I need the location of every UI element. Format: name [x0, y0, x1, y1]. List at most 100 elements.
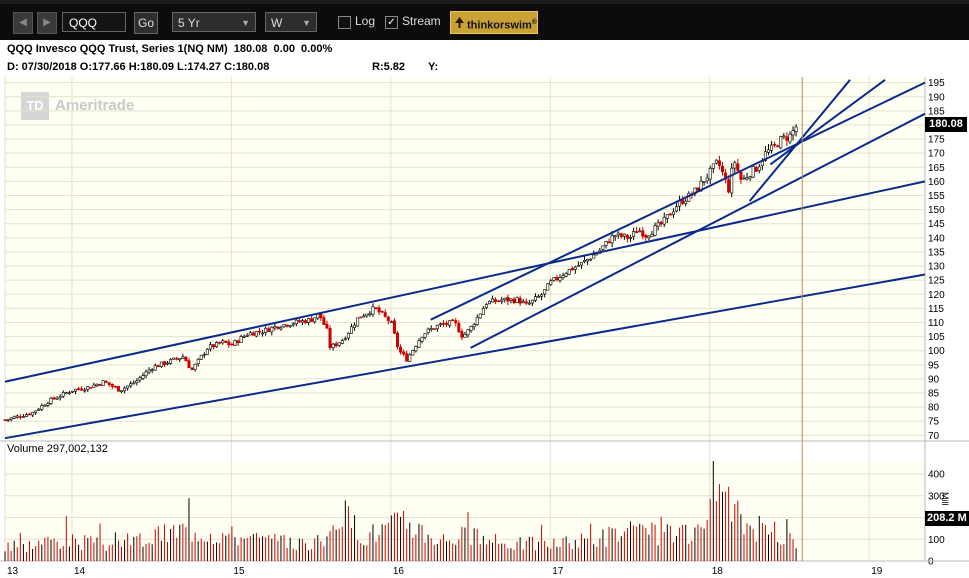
- candle-body: [586, 258, 590, 262]
- candle-body: [463, 333, 467, 338]
- candle-body: [169, 359, 173, 364]
- candle-body: [264, 327, 268, 333]
- price-pane[interactable]: [5, 77, 925, 441]
- candle-body: [705, 177, 709, 182]
- candle-body: [478, 313, 482, 319]
- candle-body: [107, 382, 111, 386]
- candle-body: [328, 328, 332, 348]
- x-tick-label: 17: [552, 566, 564, 577]
- candle-body: [276, 326, 280, 329]
- candle-body: [622, 233, 626, 237]
- candle-body: [576, 265, 580, 267]
- candle-body: [405, 353, 409, 362]
- candle-body: [518, 297, 522, 304]
- go-button[interactable]: Go: [134, 12, 158, 34]
- candle-body: [337, 342, 341, 346]
- price-tick-label: 125: [928, 276, 945, 287]
- thinkorswim-button[interactable]: thinkorswim®: [450, 11, 538, 34]
- candle-body: [377, 307, 381, 313]
- candle-body: [178, 358, 182, 360]
- candle-body: [349, 326, 353, 334]
- candle-body: [279, 327, 283, 330]
- candle-body: [184, 356, 188, 362]
- price-tick-label: 150: [928, 205, 945, 216]
- period-select[interactable]: 5 Yr ▼: [172, 12, 256, 32]
- candle-body: [619, 233, 623, 237]
- candle-body: [647, 235, 651, 239]
- candle-body: [592, 254, 596, 259]
- x-tick-label: 19: [871, 566, 883, 577]
- interval-select[interactable]: W ▼: [265, 12, 317, 32]
- candle-body: [766, 149, 770, 153]
- price-tick-label: 120: [928, 290, 945, 301]
- candle-body: [546, 283, 550, 291]
- candle-body: [319, 313, 323, 319]
- candle-body: [40, 405, 44, 410]
- candle-body: [92, 384, 96, 388]
- candle-body: [89, 387, 93, 389]
- candle-body: [172, 357, 176, 360]
- candle-body: [411, 350, 415, 356]
- back-arrow-icon[interactable]: ◀: [13, 12, 33, 34]
- candle-body: [638, 230, 642, 233]
- candle-body: [423, 333, 427, 338]
- stream-checkbox[interactable]: ✓: [385, 16, 398, 29]
- candle-body: [451, 319, 455, 322]
- candle-body: [353, 324, 357, 328]
- watermark-text: Ameritrade: [55, 96, 135, 114]
- candle-body: [80, 388, 84, 391]
- candle-body: [294, 319, 298, 324]
- price-tick-label: 75: [928, 417, 940, 428]
- y-readout: Y:: [428, 61, 439, 73]
- volume-label: Volume 297,002,132: [7, 443, 108, 455]
- log-checkbox[interactable]: [338, 16, 351, 29]
- candle-body: [785, 136, 789, 141]
- symbol-input[interactable]: QQQ: [62, 12, 126, 32]
- candle-body: [144, 371, 148, 377]
- candle-body: [61, 392, 65, 397]
- candle-body: [448, 320, 452, 326]
- candle-body: [420, 336, 424, 342]
- candle-body: [770, 144, 774, 151]
- price-tick-label: 175: [928, 135, 945, 146]
- candle-body: [429, 328, 433, 331]
- candle-body: [303, 320, 307, 324]
- candle-body: [491, 298, 495, 303]
- candle-body: [644, 234, 648, 238]
- candle-body: [632, 231, 636, 237]
- candle-body: [675, 206, 679, 212]
- candle-body: [248, 332, 252, 336]
- candle-body: [64, 392, 68, 394]
- candle-body: [506, 296, 510, 302]
- candle-body: [445, 323, 449, 325]
- candle-body: [601, 245, 605, 250]
- candle-body: [257, 330, 261, 333]
- candle-body: [212, 344, 216, 348]
- candle-body: [227, 341, 231, 346]
- price-tick-label: 145: [928, 219, 945, 230]
- candle-body: [199, 354, 203, 360]
- candle-body: [773, 143, 777, 146]
- candle-body: [779, 136, 783, 149]
- candle-body: [782, 135, 786, 138]
- price-tick-label: 160: [928, 177, 945, 188]
- candle-body: [343, 338, 347, 341]
- forward-arrow-icon[interactable]: ▶: [37, 12, 57, 34]
- candle-body: [132, 382, 136, 385]
- x-tick-label: 13: [7, 566, 19, 577]
- candle-body: [702, 181, 706, 183]
- candle-body: [9, 417, 13, 420]
- candle-body: [441, 323, 445, 325]
- candle-body: [67, 392, 71, 394]
- candle-body: [196, 358, 200, 364]
- candle-body: [49, 397, 53, 405]
- candle-body: [74, 388, 78, 392]
- candle-body: [711, 163, 715, 169]
- candle-body: [150, 369, 154, 371]
- candle-body: [221, 340, 225, 344]
- candle-body: [748, 176, 752, 179]
- candle-body: [380, 310, 384, 313]
- candle-body: [325, 323, 329, 329]
- candle-body: [484, 304, 488, 308]
- candle-body: [791, 130, 795, 136]
